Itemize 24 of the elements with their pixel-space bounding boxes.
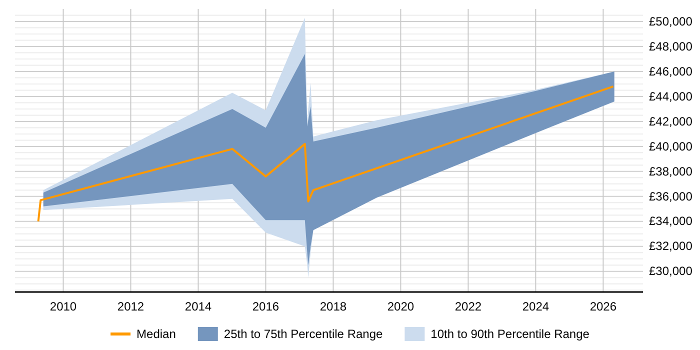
legend-label: 10th to 90th Percentile Range [430,327,590,341]
y-tick-label: £38,000 [649,164,693,178]
y-tick-label: £44,000 [649,89,693,104]
y-tick-label: £50,000 [649,14,693,28]
x-tick-label: 2012 [117,300,144,314]
x-tick-label: 2014 [184,300,212,314]
y-tick-label: £40,000 [649,139,693,154]
x-tick-label: 2022 [454,300,482,314]
y-tick-label: £36,000 [649,189,693,204]
legend-label: Median [136,327,176,341]
x-tick-label: 2016 [252,300,280,314]
x-tick-label: 2010 [50,300,77,314]
y-tick-label: £46,000 [649,64,693,78]
line-series [37,85,614,222]
x-tick-label: 2020 [387,300,414,314]
y-tick-label: £48,000 [649,39,693,54]
x-tick-label: 2026 [590,300,617,314]
legend-label: 25th to 75th Percentile Range [224,327,383,341]
y-tick-label: £32,000 [649,239,693,254]
x-tick-label: 2018 [320,300,347,314]
y-tick-label: £42,000 [649,114,693,128]
y-tick-label: £30,000 [649,264,693,278]
x-tick-label: 2024 [522,300,550,314]
y-tick-label: £34,000 [649,214,693,228]
